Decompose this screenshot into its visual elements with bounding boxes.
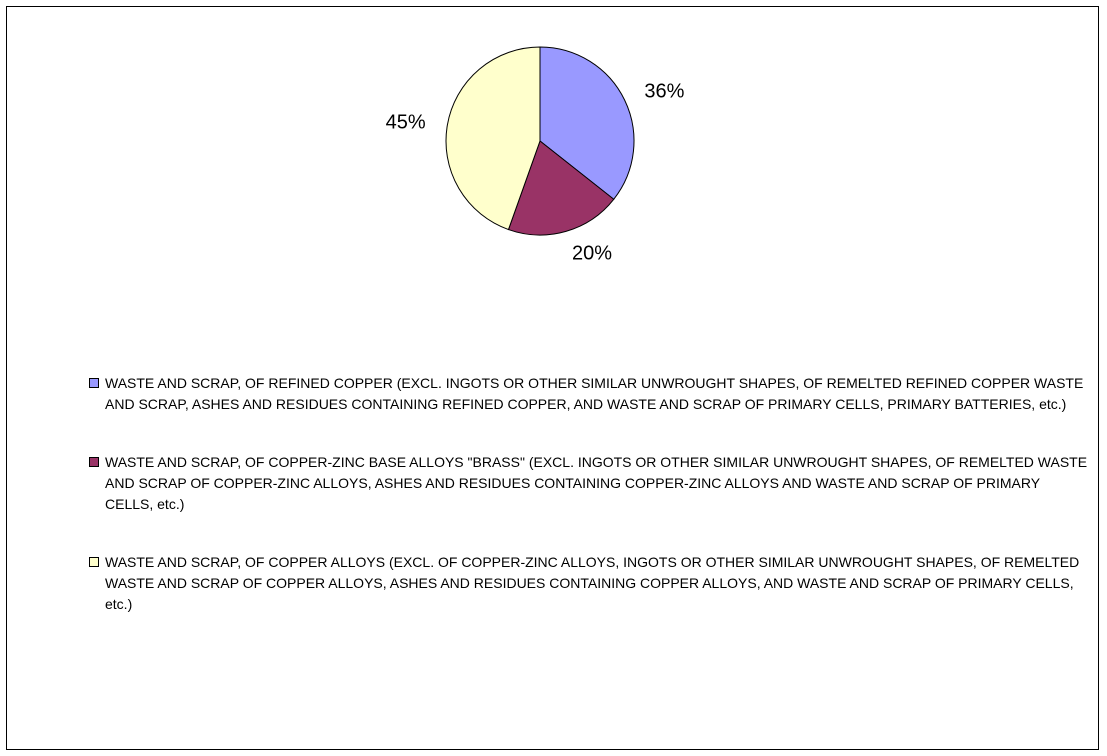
pie-slice-refined-copper	[539, 46, 635, 200]
pie-slice-copper-alloys	[445, 46, 541, 231]
pie-slice-brass	[507, 140, 615, 236]
pie-chart: 36% 20% 45%	[386, 46, 685, 264]
legend: WASTE AND SCRAP, OF REFINED COPPER (EXCL…	[89, 373, 1089, 652]
chart-frame: 36% 20% 45% WASTE AND SCRAP, OF REFINED CO…	[6, 6, 1099, 750]
legend-label-brass: WASTE AND SCRAP, OF COPPER-ZINC BASE ALL…	[105, 454, 1088, 512]
legend-item-copper-alloys: WASTE AND SCRAP, OF COPPER ALLOYS (EXCL.…	[89, 552, 1089, 615]
pie-label-copper-alloys: 45%	[386, 111, 426, 133]
legend-item-refined-copper: WASTE AND SCRAP, OF REFINED COPPER (EXCL…	[89, 373, 1089, 415]
legend-label-refined-copper: WASTE AND SCRAP, OF REFINED COPPER (EXCL…	[105, 375, 1084, 412]
legend-swatch-refined-copper	[89, 378, 99, 388]
legend-item-brass: WASTE AND SCRAP, OF COPPER-ZINC BASE ALL…	[89, 452, 1089, 515]
pie-label-brass: 20%	[572, 242, 612, 264]
legend-label-copper-alloys: WASTE AND SCRAP, OF COPPER ALLOYS (EXCL.…	[105, 554, 1080, 612]
legend-swatch-copper-alloys	[89, 557, 99, 567]
legend-swatch-brass	[89, 457, 99, 467]
pie-label-refined-copper: 36%	[644, 80, 684, 102]
